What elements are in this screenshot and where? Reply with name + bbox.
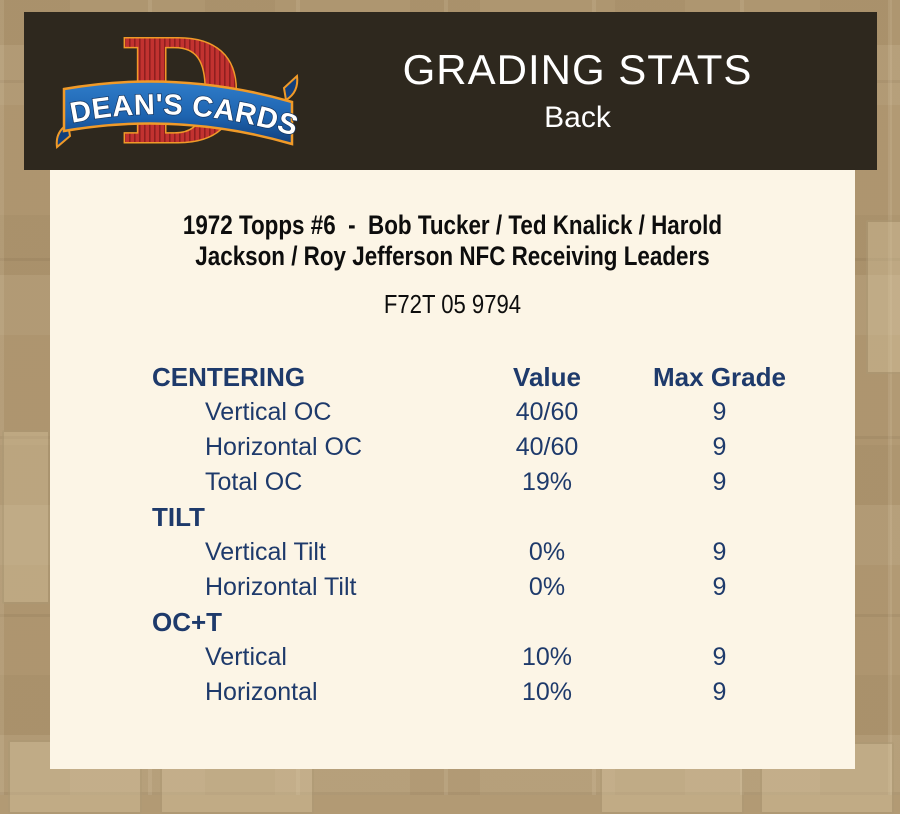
row-label: Total OC [205, 468, 303, 496]
card-title-line-2: Jackson / Roy Jefferson NFC Receiving Le… [195, 241, 710, 271]
section-header-oct: OC+T [152, 605, 855, 640]
row-label: Vertical OC [205, 398, 332, 426]
deans-cards-logo-icon: D DEAN'S CARDS [55, 9, 302, 178]
card-side-label: Back [544, 101, 611, 134]
background-card [866, 220, 900, 374]
row-max-grade: 9 [712, 678, 727, 706]
row-label: Horizontal [205, 678, 318, 706]
row-label: Horizontal OC [205, 433, 362, 461]
row-max-grade: 9 [712, 573, 727, 601]
row-value: 10% [521, 678, 573, 706]
row-value: 19% [521, 468, 573, 496]
ribbon-band [62, 80, 294, 146]
page-title: GRADING STATS [402, 46, 753, 93]
card-code: F72T 05 9794 [383, 289, 522, 319]
background-card [2, 430, 50, 604]
table-row: Vertical Tilt 0% 9 [152, 535, 855, 570]
row-max-grade: 9 [712, 398, 727, 426]
section-name: OC+T [152, 607, 223, 637]
section-name: TILT [152, 502, 205, 532]
row-label: Vertical Tilt [205, 538, 326, 566]
header-text-block: GRADING STATS Back [304, 47, 877, 135]
row-value: 40/60 [515, 433, 579, 461]
header-bar: D DEAN'S CARDS GRADING STATS Back [24, 9, 877, 178]
section-header-centering: CENTERING [152, 362, 306, 392]
row-value: 0% [528, 573, 566, 601]
grading-table: CENTERING Value Max Grade Vertical OC 40… [152, 360, 855, 710]
row-max-grade: 9 [712, 643, 727, 671]
table-header-row: CENTERING Value Max Grade [152, 360, 855, 395]
grading-stats-panel: 1972 Topps #6 - Bob Tucker / Ted Knalick… [50, 170, 855, 769]
row-max-grade: 9 [712, 538, 727, 566]
ribbon-right-fold [282, 73, 299, 102]
row-value: 10% [521, 643, 573, 671]
table-row: Vertical OC 40/60 9 [152, 395, 855, 430]
row-max-grade: 9 [712, 468, 727, 496]
row-max-grade: 9 [712, 433, 727, 461]
column-header-value: Value [513, 362, 581, 392]
column-header-max-grade: Max Grade [653, 362, 786, 392]
deans-cards-logo: D DEAN'S CARDS [52, 9, 304, 178]
row-label: Vertical [205, 643, 287, 671]
row-value: 40/60 [515, 398, 579, 426]
table-row: Horizontal Tilt 0% 9 [152, 570, 855, 605]
section-header-tilt: TILT [152, 500, 855, 535]
row-label: Horizontal Tilt [205, 573, 357, 601]
table-row: Horizontal OC 40/60 9 [152, 430, 855, 465]
table-row: Vertical 10% 9 [152, 640, 855, 675]
card-title-line-1: 1972 Topps #6 - Bob Tucker / Ted Knalick… [182, 210, 723, 240]
table-row: Horizontal 10% 9 [152, 675, 855, 710]
row-value: 0% [528, 538, 566, 566]
card-title: 1972 Topps #6 - Bob Tucker / Ted Knalick… [118, 210, 786, 272]
table-row: Total OC 19% 9 [152, 465, 855, 500]
